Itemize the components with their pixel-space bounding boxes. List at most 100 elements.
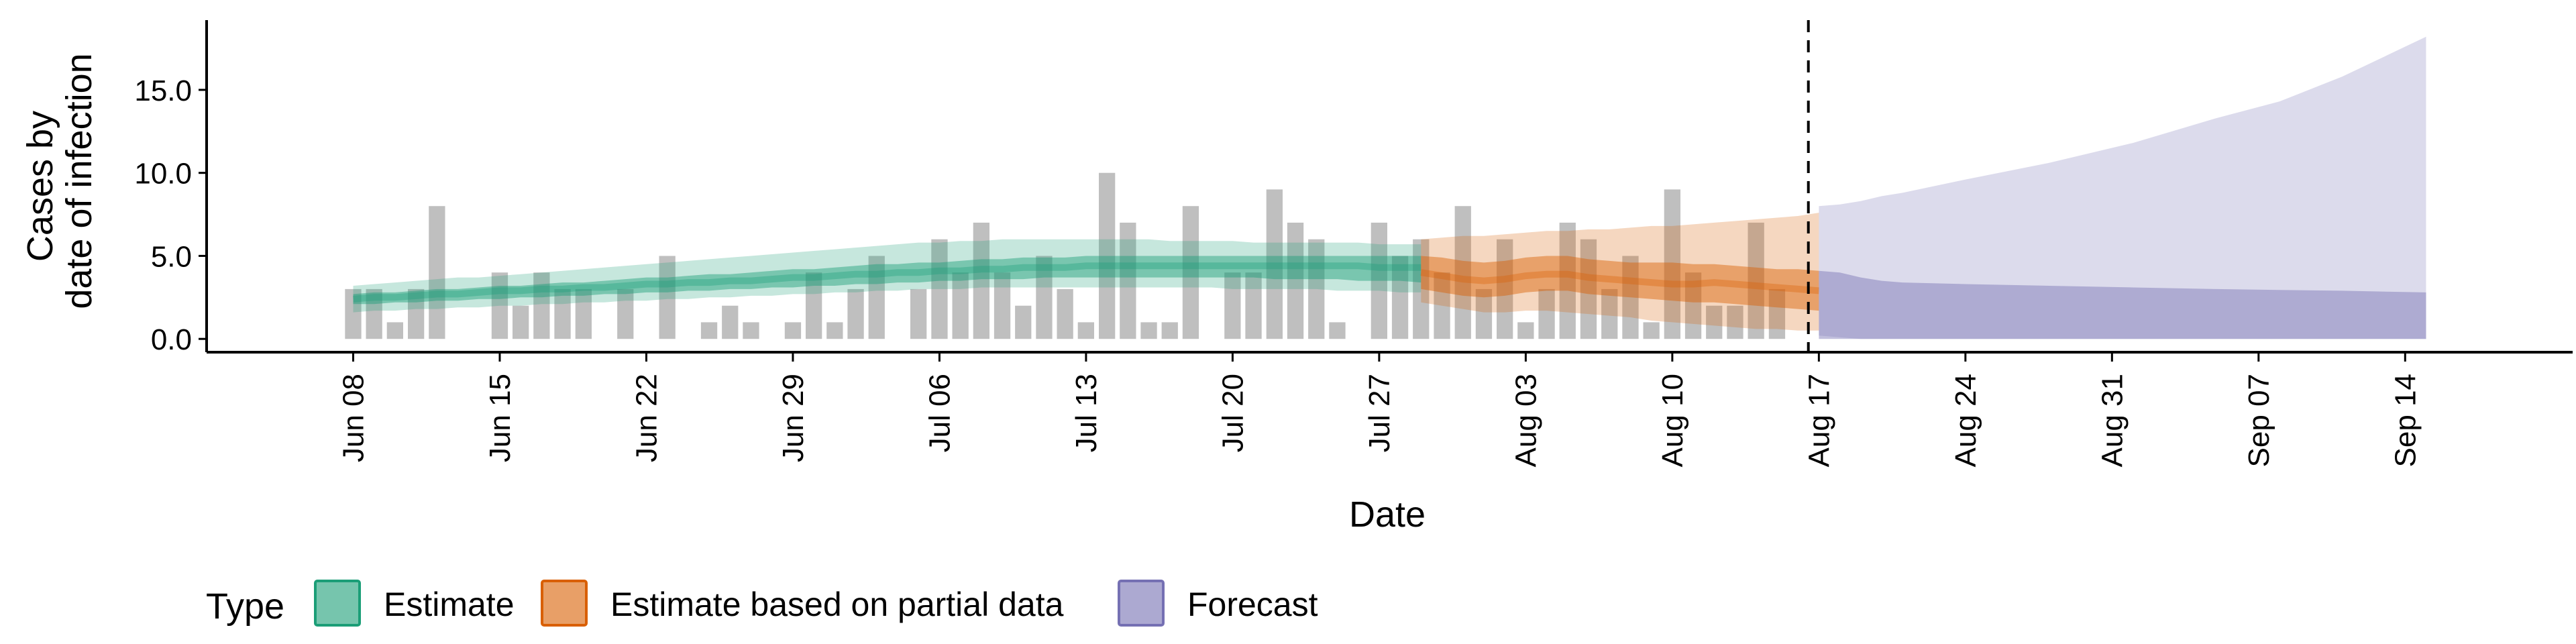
band-90-forecast — [1819, 36, 2426, 339]
median-line-partial-estimate — [1420, 269, 1819, 294]
x-tick-label: Jul 20 — [1216, 374, 1249, 452]
case-bar — [1036, 256, 1053, 339]
x-ticks: Jun 08 Jun 15 Jun 22 Jun 29 Jul 06 Jul 13 Jul … — [337, 352, 2422, 467]
case-bar — [931, 239, 948, 339]
case-bar — [700, 322, 718, 339]
x-tick-label: Sep 14 — [2389, 374, 2422, 467]
reported-cases-bars — [345, 172, 1786, 339]
case-bar — [722, 305, 739, 339]
axes — [205, 20, 2573, 354]
band-50-estimate — [353, 256, 1421, 305]
case-bar — [1245, 272, 1262, 339]
case-bar — [533, 272, 550, 339]
case-bar — [1391, 256, 1409, 339]
case-bar — [366, 288, 382, 339]
case-bar — [429, 206, 445, 339]
case-bar — [1015, 305, 1032, 339]
case-bar — [1706, 305, 1723, 339]
case-bar — [1057, 288, 1073, 339]
case-bar — [1266, 189, 1283, 339]
case-bar — [1768, 288, 1786, 339]
x-tick-label: Aug 24 — [1949, 374, 1982, 467]
x-tick-label: Jul 13 — [1070, 374, 1103, 452]
y-axis-title: Cases by date of infection — [20, 53, 99, 309]
case-bar — [1371, 222, 1387, 339]
case-bar — [575, 288, 592, 339]
case-bar — [1120, 222, 1136, 339]
legend-swatch-partial-estimate — [541, 580, 588, 627]
x-axis-title: Date — [1349, 494, 1426, 535]
case-bar — [491, 272, 508, 339]
case-bar — [1538, 288, 1555, 339]
case-bar — [847, 288, 864, 339]
case-bar — [1497, 239, 1513, 339]
case-bar — [386, 322, 403, 339]
case-bar — [868, 256, 885, 339]
x-tick-label: Aug 10 — [1656, 374, 1689, 467]
case-bar — [806, 272, 822, 339]
y-ticks: 0.0 5.0 10.0 15.0 — [134, 74, 207, 356]
x-tick-label: Jul 27 — [1363, 374, 1396, 452]
y-tick-label: 15.0 — [134, 74, 192, 107]
case-bar — [1664, 189, 1680, 339]
y-axis-title-line-1: Cases by — [20, 111, 60, 262]
case-bar — [784, 322, 802, 339]
x-tick-label: Jul 06 — [923, 374, 956, 452]
case-bar — [1182, 206, 1199, 339]
case-bar — [1517, 322, 1534, 339]
legend-title: Type — [206, 586, 284, 627]
legend-swatch-forecast — [1118, 580, 1165, 627]
case-bar — [1329, 322, 1346, 339]
estimate-bands — [353, 36, 2426, 339]
legend-label-forecast: Forecast — [1187, 586, 1318, 623]
x-tick-label: Jun 15 — [484, 374, 517, 462]
case-bar — [1140, 322, 1157, 339]
case-bar — [1454, 206, 1471, 339]
median-line-estimate — [353, 262, 1421, 303]
x-tick-label: Jun 29 — [777, 374, 810, 462]
case-bar — [1622, 256, 1639, 339]
case-bar — [743, 322, 759, 339]
legend-label-partial-estimate: Estimate based on partial data — [610, 586, 1064, 623]
y-tick-label: 5.0 — [151, 240, 192, 273]
legend-label-estimate: Estimate — [384, 586, 515, 623]
case-bar — [345, 288, 362, 339]
x-tick-label: Jun 22 — [631, 374, 663, 462]
case-bar — [1287, 222, 1304, 339]
x-tick-label: Jun 08 — [337, 374, 370, 462]
legend-swatch-estimate — [314, 580, 361, 627]
case-bar — [1727, 305, 1743, 339]
case-bar — [952, 272, 969, 339]
case-bar — [513, 305, 529, 339]
case-bar — [1224, 272, 1241, 339]
case-bar — [554, 288, 571, 339]
case-bar — [973, 222, 989, 339]
case-bar — [1308, 239, 1325, 339]
case-bar — [826, 322, 843, 339]
band-50-forecast — [1819, 270, 2426, 339]
case-bar — [994, 272, 1011, 339]
case-bar — [1434, 272, 1450, 339]
case-bar — [1559, 222, 1576, 339]
band-90-estimate — [353, 239, 1421, 313]
case-bar — [617, 288, 634, 339]
x-tick-label: Aug 17 — [1803, 374, 1835, 467]
case-bar — [408, 288, 425, 339]
case-bar — [659, 256, 676, 339]
case-bar — [1413, 239, 1430, 339]
case-bar — [1748, 222, 1764, 339]
case-bar — [1643, 322, 1660, 339]
case-bar — [910, 288, 927, 339]
case-bar — [1077, 322, 1094, 339]
case-bar — [1161, 322, 1178, 339]
case-bar — [1684, 272, 1702, 339]
x-tick-label: Aug 31 — [2096, 374, 2129, 467]
case-bar — [1601, 288, 1618, 339]
x-tick-label: Sep 07 — [2243, 374, 2275, 467]
band-50-partial-estimate — [1421, 256, 1819, 311]
y-axis-title-line-2: date of infection — [59, 53, 99, 309]
band-90-partial-estimate — [1421, 213, 1819, 331]
case-bar — [1475, 288, 1493, 339]
y-tick-label: 0.0 — [151, 323, 192, 356]
